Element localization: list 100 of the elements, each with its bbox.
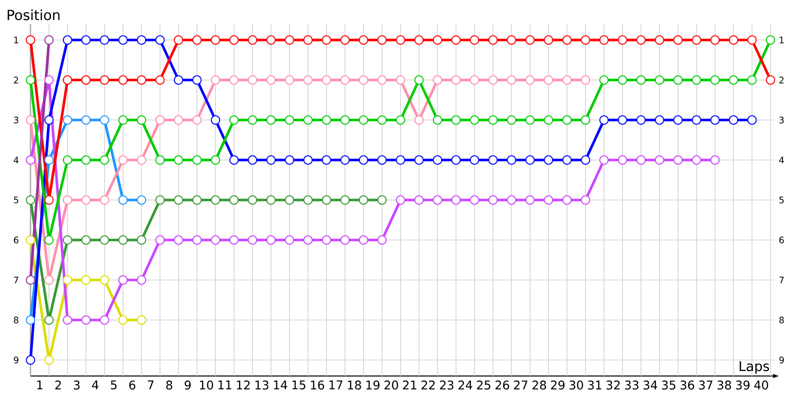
- point: [747, 35, 757, 45]
- x-tick-label: 5: [110, 380, 117, 390]
- x-tick-label: 14: [274, 380, 288, 390]
- point: [580, 115, 590, 125]
- x-tick-label: 3: [74, 380, 80, 390]
- x-tick-label: 28: [532, 380, 546, 390]
- point: [62, 235, 72, 245]
- point: [284, 195, 294, 205]
- point: [136, 315, 146, 325]
- point: [155, 155, 165, 165]
- point: [81, 115, 91, 125]
- y2-tick-label: 4: [779, 156, 784, 164]
- y2-tick-label: 2: [779, 76, 784, 84]
- point: [544, 155, 554, 165]
- point: [377, 235, 387, 245]
- point: [358, 115, 368, 125]
- point: [673, 35, 683, 45]
- point: [155, 235, 165, 245]
- point: [525, 75, 535, 85]
- point: [62, 35, 72, 45]
- y-tick-label: 1: [14, 36, 18, 44]
- point: [673, 75, 683, 85]
- point: [100, 195, 110, 205]
- point: [728, 115, 738, 125]
- point: [44, 275, 54, 285]
- point: [340, 35, 350, 45]
- y2-tick-label: 6: [779, 236, 784, 244]
- y2-tick-label: 8: [779, 316, 784, 324]
- point: [432, 75, 442, 85]
- point: [81, 155, 91, 165]
- point: [322, 155, 332, 165]
- point: [266, 35, 276, 45]
- point: [396, 155, 406, 165]
- point: [44, 115, 54, 125]
- point: [100, 235, 110, 245]
- point: [728, 35, 738, 45]
- x-tick-label: 13: [255, 380, 268, 390]
- point: [636, 35, 646, 45]
- x-tick-label: 34: [644, 380, 658, 390]
- point: [26, 35, 36, 45]
- point: [654, 155, 664, 165]
- point: [599, 75, 609, 85]
- point: [81, 275, 91, 285]
- point: [248, 235, 258, 245]
- point: [266, 115, 276, 125]
- point: [136, 35, 146, 45]
- x-tick-label: 10: [200, 380, 214, 390]
- point: [118, 315, 128, 325]
- point: [544, 35, 554, 45]
- point: [155, 195, 165, 205]
- point: [229, 195, 239, 205]
- point: [377, 35, 387, 45]
- point: [44, 235, 54, 245]
- point: [562, 115, 572, 125]
- point: [766, 75, 776, 85]
- point: [248, 75, 258, 85]
- x-tick-label: 40: [754, 380, 768, 390]
- point: [44, 75, 54, 85]
- point: [174, 75, 184, 85]
- point: [174, 35, 184, 45]
- x-tick-label: 18: [348, 380, 362, 390]
- point: [673, 115, 683, 125]
- point: [451, 75, 461, 85]
- point: [136, 235, 146, 245]
- y-axis-title: Position: [8, 9, 60, 20]
- point: [470, 155, 480, 165]
- point: [44, 35, 54, 45]
- point: [100, 275, 110, 285]
- point: [506, 35, 516, 45]
- point: [599, 35, 609, 45]
- point: [506, 75, 516, 85]
- point: [118, 235, 128, 245]
- point: [618, 155, 628, 165]
- point: [488, 75, 498, 85]
- point: [284, 35, 294, 45]
- point: [544, 115, 554, 125]
- point: [358, 235, 368, 245]
- y2-tick-label: 5: [779, 196, 784, 204]
- point: [506, 155, 516, 165]
- point: [451, 35, 461, 45]
- point: [192, 75, 202, 85]
- point: [599, 115, 609, 125]
- point: [525, 115, 535, 125]
- point: [44, 155, 54, 165]
- x-tick-label: 19: [366, 380, 380, 390]
- point: [710, 115, 720, 125]
- point: [229, 115, 239, 125]
- point: [692, 35, 702, 45]
- point: [636, 115, 646, 125]
- point: [377, 155, 387, 165]
- point: [174, 155, 184, 165]
- point: [747, 115, 757, 125]
- point: [26, 115, 36, 125]
- point: [266, 195, 276, 205]
- point: [155, 35, 165, 45]
- point: [248, 115, 258, 125]
- point: [396, 35, 406, 45]
- point: [618, 115, 628, 125]
- point: [118, 195, 128, 205]
- point: [414, 115, 424, 125]
